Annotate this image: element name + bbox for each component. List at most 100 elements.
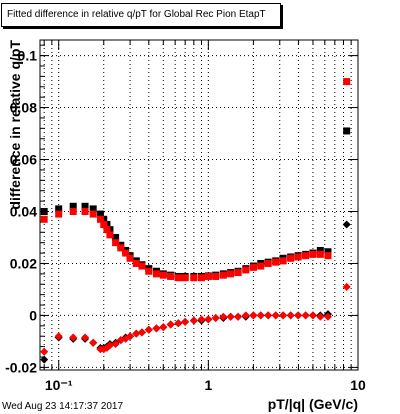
- y-tick-label: 0.02: [10, 255, 37, 271]
- data-point-diamond: [181, 317, 190, 326]
- data-point-diamond: [226, 312, 235, 321]
- data-point-square: [81, 207, 89, 215]
- data-point-square: [212, 272, 220, 280]
- data-point-square: [81, 202, 89, 210]
- data-point-diamond: [234, 312, 243, 321]
- data-point-diamond: [144, 325, 153, 334]
- data-point-square: [234, 269, 242, 277]
- y-tick-label: 0: [29, 307, 37, 323]
- data-point-diamond: [137, 328, 146, 337]
- data-point-square: [249, 263, 257, 271]
- data-point-diamond: [241, 311, 250, 320]
- data-point-square: [302, 252, 310, 260]
- data-point-square: [138, 262, 146, 270]
- data-point-diamond: [40, 355, 49, 364]
- data-point-diamond: [294, 311, 303, 320]
- data-point-square: [159, 271, 167, 279]
- data-point-diamond: [197, 315, 206, 324]
- data-point-square: [272, 258, 280, 266]
- data-point-diamond: [286, 311, 295, 320]
- x-tick-label: 10: [350, 377, 366, 393]
- data-point-square: [100, 220, 108, 228]
- data-point-square: [257, 262, 265, 270]
- data-point-diamond: [204, 315, 213, 324]
- data-point-square: [112, 233, 120, 241]
- data-point-square: [174, 274, 182, 282]
- data-point-square: [309, 250, 317, 258]
- data-point-square: [316, 250, 324, 258]
- data-point-square: [279, 257, 287, 265]
- data-point-diamond: [342, 220, 351, 229]
- y-tick-label: 0.08: [10, 100, 37, 116]
- data-point-square: [69, 207, 77, 215]
- data-point-square: [167, 272, 175, 280]
- data-point-diamond: [316, 312, 325, 321]
- data-point-diamond: [249, 311, 258, 320]
- data-point-square: [112, 239, 120, 247]
- data-point-diamond: [132, 329, 141, 338]
- data-point-square: [287, 254, 295, 262]
- y-tick-label: 0.04: [10, 203, 37, 219]
- data-point-diamond: [342, 282, 351, 291]
- y-tick-label: 0.06: [10, 152, 37, 168]
- data-point-square: [117, 244, 125, 252]
- data-point-diamond: [105, 341, 114, 350]
- data-point-square: [103, 226, 111, 234]
- data-point-diamond: [40, 347, 49, 356]
- data-point-square: [324, 252, 332, 260]
- data-point-diamond: [174, 319, 183, 328]
- data-point-square: [55, 210, 63, 218]
- data-point-square: [96, 215, 104, 223]
- data-point-square: [89, 205, 97, 213]
- data-point-square: [40, 215, 48, 223]
- data-point-diamond: [54, 332, 63, 341]
- data-point-diamond: [256, 311, 265, 320]
- data-point-diamond: [126, 332, 135, 341]
- data-point-square: [190, 274, 198, 282]
- data-point-diamond: [89, 338, 98, 347]
- data-point-square: [55, 205, 63, 213]
- data-point-square: [145, 267, 153, 275]
- data-point-square: [324, 248, 332, 256]
- data-point-diamond: [308, 311, 317, 320]
- data-point-square: [316, 246, 324, 254]
- data-point-square: [122, 249, 130, 257]
- data-point-diamond: [211, 314, 220, 323]
- data-point-square: [219, 271, 227, 279]
- data-point-square: [69, 202, 77, 210]
- data-point-diamond: [69, 333, 78, 342]
- data-point-diamond: [189, 316, 198, 325]
- data-point-square: [126, 254, 134, 262]
- series-markers: [40, 78, 351, 364]
- data-point-square: [89, 210, 97, 218]
- x-tick-label: 1: [204, 377, 212, 393]
- data-point-square: [227, 270, 235, 278]
- chart-title: Fitted difference in relative q/pT for G…: [1, 3, 281, 27]
- data-point-diamond: [166, 320, 175, 329]
- data-point-diamond: [159, 323, 168, 332]
- data-point-diamond: [279, 311, 288, 320]
- data-point-diamond: [81, 333, 90, 342]
- datestamp: Wed Aug 23 14:17:37 2017: [2, 401, 124, 412]
- axis-ticks: [40, 40, 359, 370]
- data-point-square: [343, 78, 351, 86]
- data-point-diamond: [152, 324, 161, 333]
- data-point-diamond: [219, 312, 228, 321]
- data-point-diamond: [271, 311, 280, 320]
- tick-labels: 10⁻¹ 1 10 -0.02 0 0.02 0.04 0.06 0.08 0.1: [5, 48, 366, 393]
- data-point-square: [181, 274, 189, 282]
- data-point-square: [242, 266, 250, 274]
- data-point-square: [204, 272, 212, 280]
- data-point-square: [343, 127, 351, 135]
- data-point-square: [96, 210, 104, 218]
- y-tick-label: -0.02: [5, 359, 37, 375]
- data-point-square: [40, 207, 48, 215]
- data-point-diamond: [264, 311, 273, 320]
- data-point-square: [152, 270, 160, 278]
- x-axis-title: pT/|q| (GeV/c): [268, 396, 358, 412]
- data-point-square: [132, 259, 140, 267]
- data-point-square: [264, 259, 272, 267]
- x-tick-label: 10⁻¹: [45, 377, 73, 393]
- data-point-diamond: [111, 340, 120, 349]
